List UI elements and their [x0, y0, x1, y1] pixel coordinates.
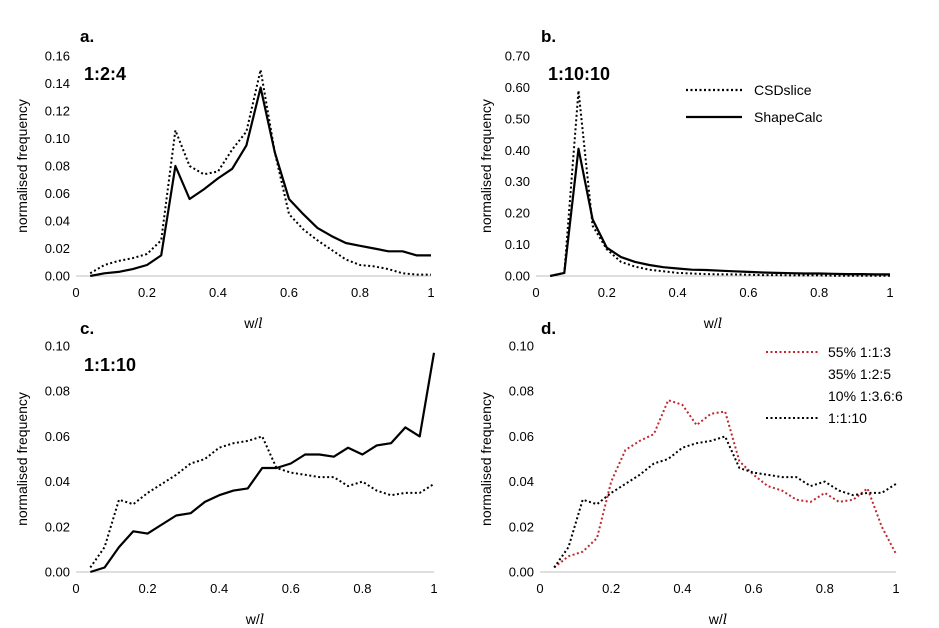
panel-c: 0.00 0.02 0.04 0.06 0.08 0.10 0 0.2 0.4 0.6 0.8 1 w/…: [14, 319, 438, 628]
x-axis-label: w/l: [243, 315, 262, 332]
x-tick-label: 1: [886, 285, 893, 300]
x-axis-label: w/l: [703, 315, 722, 332]
y-tick-label: 0.30: [505, 174, 530, 189]
y-tick-label: 0.40: [505, 143, 530, 158]
y-tick-label: 0.10: [45, 339, 70, 354]
series-line-shapecalc: [89, 86, 431, 278]
ratio-annotation: 1:1:10: [84, 355, 136, 375]
y-tick-label: 0.02: [45, 241, 70, 256]
x-axis-label: w/l: [245, 611, 264, 628]
y-tick-label: 0.06: [45, 429, 70, 444]
x-tick-label: 0.6: [280, 285, 298, 300]
y-axis-label: normalised frequency: [478, 99, 494, 233]
y-axis-label: normalised frequency: [14, 99, 30, 233]
legend-label: CSDslice: [754, 82, 812, 98]
y-tick-label: 0.00: [509, 565, 534, 580]
legend: 55% 1:1:3 35% 1:2:5 10% 1:3.6:6 1:1:10: [766, 344, 903, 426]
y-tick-label: 0.08: [45, 384, 70, 399]
y-tick-label: 0.60: [505, 80, 530, 95]
y-tick-label: 0.08: [45, 159, 70, 174]
series-line-csdslice: [89, 68, 431, 276]
y-axis-label: normalised frequency: [14, 392, 30, 526]
y-tick-label: 0.10: [505, 237, 530, 252]
y-tick-label: 0.10: [45, 131, 70, 146]
x-tick-label: 0: [72, 285, 79, 300]
y-tick-label: 0.10: [509, 339, 534, 354]
x-tick-label: 0.6: [282, 581, 300, 596]
series-line-csdslice: [89, 435, 435, 569]
x-tick-label: 1: [427, 285, 434, 300]
panel-letter: a.: [80, 27, 94, 46]
panel-letter: b.: [541, 27, 556, 46]
x-tick-label: 0.8: [353, 581, 371, 596]
series-line-csdslice: [549, 89, 890, 277]
x-tick-label: 0.4: [209, 285, 227, 300]
x-tick-label: 0.2: [602, 581, 620, 596]
y-tick-label: 0.70: [505, 49, 530, 64]
y-tick-label: 0.08: [509, 384, 534, 399]
x-tick-label: 1: [430, 581, 437, 596]
legend-label: ShapeCalc: [754, 109, 823, 125]
panel-a: 0.00 0.02 0.04 0.06 0.08 0.10 0.12 0.14 0.16 0 0.2…: [14, 27, 435, 332]
y-tick-label: 0.04: [509, 474, 534, 489]
y-tick-label: 0.00: [505, 269, 530, 284]
x-axis-label: w/l: [708, 611, 727, 628]
legend-label: 1:1:10: [828, 410, 867, 426]
legend-label: 10% 1:3.6:6: [828, 388, 903, 404]
x-tick-label: 0: [532, 285, 539, 300]
x-tick-label: 0.6: [745, 581, 763, 596]
legend: CSDslice ShapeCalc: [686, 82, 823, 125]
x-tick-label: 0: [72, 581, 79, 596]
y-tick-label: 0.16: [45, 49, 70, 64]
legend-label: 35% 1:2:5: [828, 366, 891, 382]
legend-label: 55% 1:1:3: [828, 344, 891, 360]
y-tick-label: 0.06: [509, 429, 534, 444]
x-tick-label: 0.4: [210, 581, 228, 596]
y-tick-label: 0.06: [45, 186, 70, 201]
x-tick-label: 0.6: [739, 285, 757, 300]
panel-letter: c.: [80, 319, 94, 338]
x-tick-label: 0.2: [598, 285, 616, 300]
y-tick-label: 0.00: [45, 565, 70, 580]
panel-letter: d.: [541, 319, 556, 338]
x-tick-label: 0.2: [138, 285, 156, 300]
y-tick-label: 0.20: [505, 206, 530, 221]
x-tick-label: 0.8: [351, 285, 369, 300]
y-tick-label: 0.02: [509, 519, 534, 534]
y-tick-label: 0.04: [45, 474, 70, 489]
ratio-annotation: 1:2:4: [84, 64, 126, 84]
x-tick-label: 1: [892, 581, 899, 596]
panel-d: 0.00 0.02 0.04 0.06 0.08 0.10 0 0.2 0.4 0.6 0.8 1 w/…: [478, 319, 903, 628]
x-tick-label: 0.8: [810, 285, 828, 300]
y-tick-label: 0.12: [45, 104, 70, 119]
y-tick-label: 0.14: [45, 76, 70, 91]
y-tick-label: 0.04: [45, 214, 70, 229]
x-tick-label: 0: [536, 581, 543, 596]
y-tick-label: 0.50: [505, 111, 530, 126]
x-tick-label: 0.8: [816, 581, 834, 596]
x-tick-label: 0.2: [139, 581, 157, 596]
series-line-1-1-10: [553, 435, 897, 569]
y-axis-label: normalised frequency: [478, 392, 494, 526]
x-tick-label: 0.4: [669, 285, 687, 300]
series-line-shapecalc: [89, 352, 436, 574]
x-tick-label: 0.4: [673, 581, 691, 596]
y-tick-label: 0.00: [45, 269, 70, 284]
y-tick-label: 0.02: [45, 519, 70, 534]
series-line-shapecalc: [549, 147, 890, 278]
panel-b: 0.00 0.10 0.20 0.30 0.40 0.50 0.60 0.70 0 0.2 0.4 0…: [478, 27, 894, 332]
ratio-annotation: 1:10:10: [548, 64, 610, 84]
